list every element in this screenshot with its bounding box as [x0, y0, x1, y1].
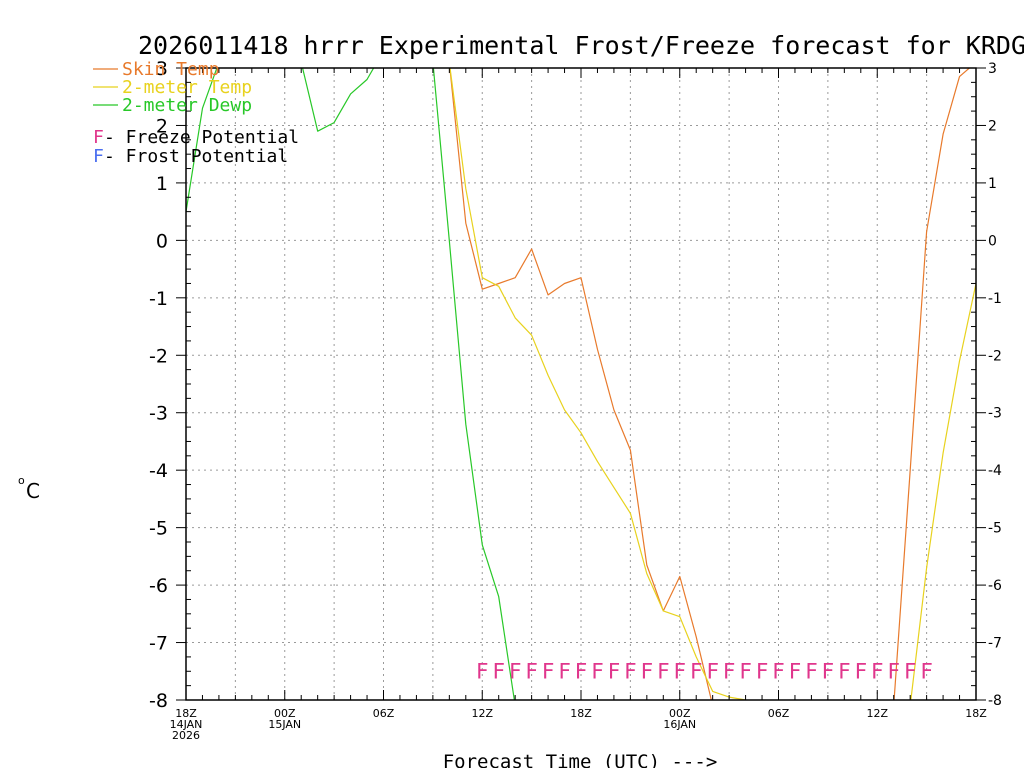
y-tick-label-right: 1: [988, 176, 997, 192]
freeze-potential-marker: F: [558, 659, 571, 683]
freeze-potential-marker: F: [756, 659, 769, 683]
freeze-potential-marker: F: [871, 659, 884, 683]
x-tick-label: 18Z: [570, 707, 592, 720]
chart-title: 2026011418 hrrr Experimental Frost/Freez…: [138, 31, 1024, 60]
y-tick-label-left: 0: [156, 230, 168, 252]
freeze-potential-marker: F: [673, 659, 686, 683]
freeze-potential-marker: F: [789, 659, 802, 683]
y-tick-label-left: -5: [149, 518, 168, 540]
2-meter-dewp-line: [186, 68, 515, 700]
grid-lines: [186, 68, 976, 700]
freeze-potential-marker: F: [476, 659, 489, 683]
x-tick-label: 00Z: [274, 707, 296, 720]
legend-label: 2-meter Temp: [122, 77, 252, 98]
y-tick-label-left: -2: [149, 345, 168, 367]
potential-legend-text: - Frost Potential: [104, 146, 288, 167]
potential-legend-text: - Freeze Potential: [104, 127, 299, 148]
x-tick-label: 18Z: [965, 707, 987, 720]
freeze-potential-marker: F: [575, 659, 588, 683]
y-tick-label-left: -4: [149, 460, 168, 482]
y-axis-label: o C: [18, 474, 40, 503]
freeze-potential-marker: F: [591, 659, 604, 683]
potential-legend-letter: F: [93, 127, 104, 148]
freeze-potential-marker: F: [492, 659, 505, 683]
y-tick-label-left: 1: [156, 173, 168, 195]
freeze-potential-marker: F: [706, 659, 719, 683]
x-tick-label: 00Z: [669, 707, 691, 720]
y-tick-label-left: -8: [149, 690, 168, 712]
freeze-potential-marker: F: [723, 659, 736, 683]
y-tick-label-left: -3: [149, 403, 168, 425]
freeze-potential-marker: F: [624, 659, 637, 683]
x-tick-label: 12Z: [866, 707, 888, 720]
series-lines: [186, 68, 976, 700]
freeze-potential-marker: F: [805, 659, 818, 683]
y-tick-label-right: -7: [988, 636, 1002, 652]
y-tick-label-right: -1: [988, 291, 1002, 307]
y-axis-right: -8 -7 -6 -5 -4 -3 -2 -1 0 1 2 3: [971, 61, 1002, 709]
y-axis-left: -8 -7 -6 -5 -4 -3 -2 -1 0 1 2 3: [149, 58, 191, 712]
potential-legend-letter: F: [93, 146, 104, 167]
freeze-potential-marker: F: [838, 659, 851, 683]
x-tick-label: 06Z: [373, 707, 395, 720]
x-tick-label: 06Z: [768, 707, 790, 720]
freeze-potential-marker: F: [904, 659, 917, 683]
freeze-potential-marker: F: [641, 659, 654, 683]
x-tick-label: 2026: [172, 729, 200, 742]
y-tick-label-right: -5: [988, 521, 1002, 537]
freeze-potential-marker: F: [657, 659, 670, 683]
plot-frame: [185, 67, 977, 701]
x-tick-label: 16JAN: [663, 718, 696, 731]
y-tick-label-right: -3: [988, 406, 1002, 422]
y-tick-label-right: -4: [988, 463, 1002, 479]
x-tick-label: 15JAN: [268, 718, 301, 731]
legend-label: 2-meter Dewp: [122, 95, 252, 116]
y-axis-degree-symbol: o: [18, 474, 25, 487]
y-tick-label-right: -8: [988, 693, 1002, 709]
y-tick-label-right: -6: [988, 578, 1002, 594]
freeze-potential-marker: F: [690, 659, 703, 683]
y-tick-label-right: -2: [988, 348, 1002, 364]
legend-label: Skin Temp: [122, 59, 220, 80]
freeze-potential-marker: F: [920, 659, 933, 683]
freeze-potential-marker: F: [739, 659, 752, 683]
y-tick-label-left: -6: [149, 575, 168, 597]
freeze-potential-marker: F: [772, 659, 785, 683]
y-tick-label-left: 3: [156, 58, 168, 80]
freeze-potential-marker: F: [608, 659, 621, 683]
y-tick-label-right: 3: [988, 61, 997, 77]
freeze-potential-marker: F: [822, 659, 835, 683]
x-tick-label: 14JAN: [170, 718, 203, 731]
freeze-potential-marker: F: [509, 659, 522, 683]
y-axis-unit-letter: C: [26, 479, 40, 503]
x-tick-label: 12Z: [471, 707, 493, 720]
y-tick-label-right: 0: [988, 233, 997, 249]
y-tick-label-left: 2: [156, 115, 168, 137]
freeze-potential-marker: F: [542, 659, 555, 683]
y-tick-label-left: -1: [149, 288, 168, 310]
freeze-potential-marker: F: [887, 659, 900, 683]
x-axis-label: Forecast Time (UTC) --->: [443, 751, 718, 768]
y-tick-label-left: -7: [149, 633, 168, 655]
2-meter-temp-line: [449, 68, 976, 700]
skin-temp-line: [449, 68, 971, 700]
freeze-potential-marker: F: [854, 659, 867, 683]
x-tick-label: 18Z: [175, 707, 197, 720]
freeze-potential-marker: F: [525, 659, 538, 683]
y-tick-label-right: 2: [988, 118, 997, 134]
